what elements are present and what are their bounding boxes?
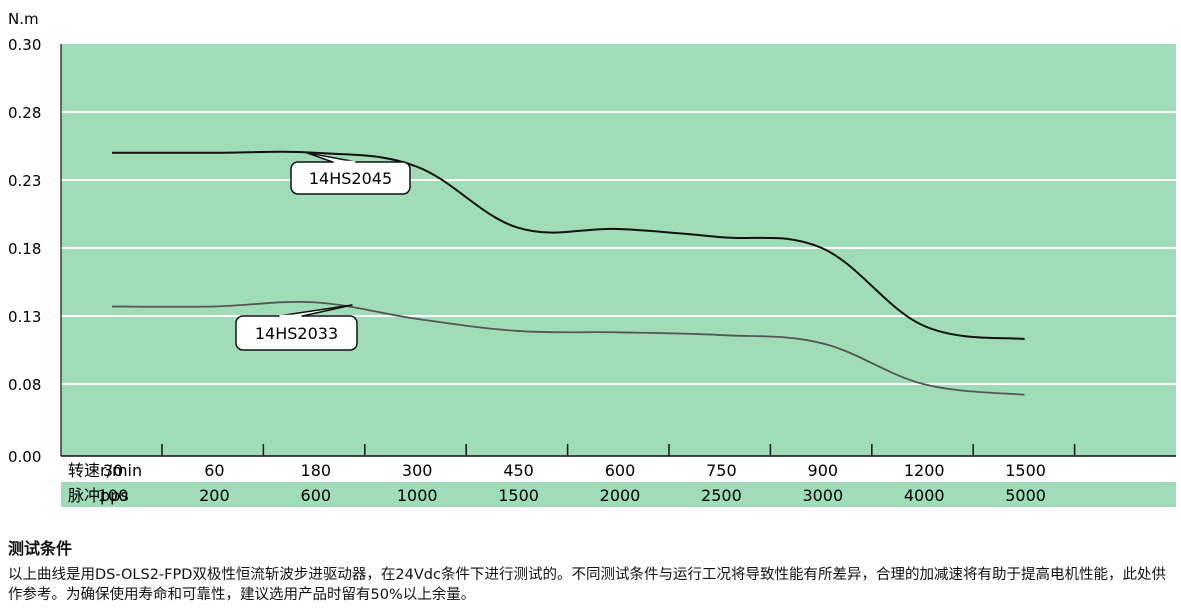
notes-body: 以上曲线是用DS-OLS2-FPD双极性恒流斩波步进驱动器，在24Vdc条件下进… (8, 567, 1166, 603)
x-tick-label: 100 (98, 486, 129, 505)
x-tick-label: 300 (402, 461, 433, 480)
pulse-row-band (61, 482, 1176, 507)
x-tick-label: 2500 (701, 486, 742, 505)
series-callout: 14HS2045 (290, 152, 411, 195)
series-line (112, 150, 1025, 341)
y-tick-label: 0.30 (8, 36, 41, 54)
series-label: 14HS2045 (309, 169, 392, 188)
row-label: 转速r/min (68, 461, 142, 480)
y-tick-label: 0.13 (8, 308, 41, 326)
x-tick-label: 3000 (802, 486, 843, 505)
series-callout: 14HS2033 (235, 304, 358, 351)
x-tick-label: 750 (706, 461, 737, 480)
x-tick-label: 600 (301, 486, 332, 505)
y-tick-label: 0.23 (8, 172, 41, 190)
y-tick-labels: 0.30 0.28 0.23 0.18 0.13 0.08 0.00 (8, 36, 41, 466)
y-tick-label: 0.18 (8, 240, 41, 258)
x-tick-label: 30 (103, 461, 123, 480)
series-label: 14HS2033 (255, 324, 338, 343)
y-tick-label: 0.00 (8, 448, 41, 466)
x-tick-label: 200 (199, 486, 230, 505)
y-tick-label: 0.08 (8, 376, 41, 394)
torque-speed-chart: N.m 0.30 0.28 0.23 0.18 0.13 0.08 0.00 14HS204… (8, 10, 1176, 507)
series-line (111, 300, 1025, 396)
notes-title: 测试条件 (8, 539, 73, 558)
x-tick-label: 450 (503, 461, 534, 480)
x-tick-marks (161, 444, 1076, 456)
test-conditions: 测试条件 以上曲线是用DS-OLS2-FPD双极性恒流斩波步进驱动器，在24Vd… (8, 535, 1176, 605)
y-tick-label: 0.28 (8, 104, 41, 122)
x-tick-label: 1500 (498, 486, 539, 505)
x-tick-label: 600 (605, 461, 636, 480)
x-tick-label: 1000 (397, 486, 438, 505)
series-callouts: 14HS2045 14HS2033 (235, 152, 411, 351)
series-curves (111, 150, 1025, 396)
x-tick-label: 60 (204, 461, 224, 480)
y-unit-label: N.m (8, 10, 39, 28)
x-tick-label: 2000 (600, 486, 641, 505)
x-tick-label: 5000 (1005, 486, 1046, 505)
row-label: 脉冲pps (68, 486, 129, 505)
x-tick-label: 1200 (904, 461, 945, 480)
x-tick-label: 1500 (1005, 461, 1046, 480)
x-tick-label: 180 (301, 461, 332, 480)
x-tick-label: 4000 (904, 486, 945, 505)
x-tick-label: 900 (808, 461, 839, 480)
